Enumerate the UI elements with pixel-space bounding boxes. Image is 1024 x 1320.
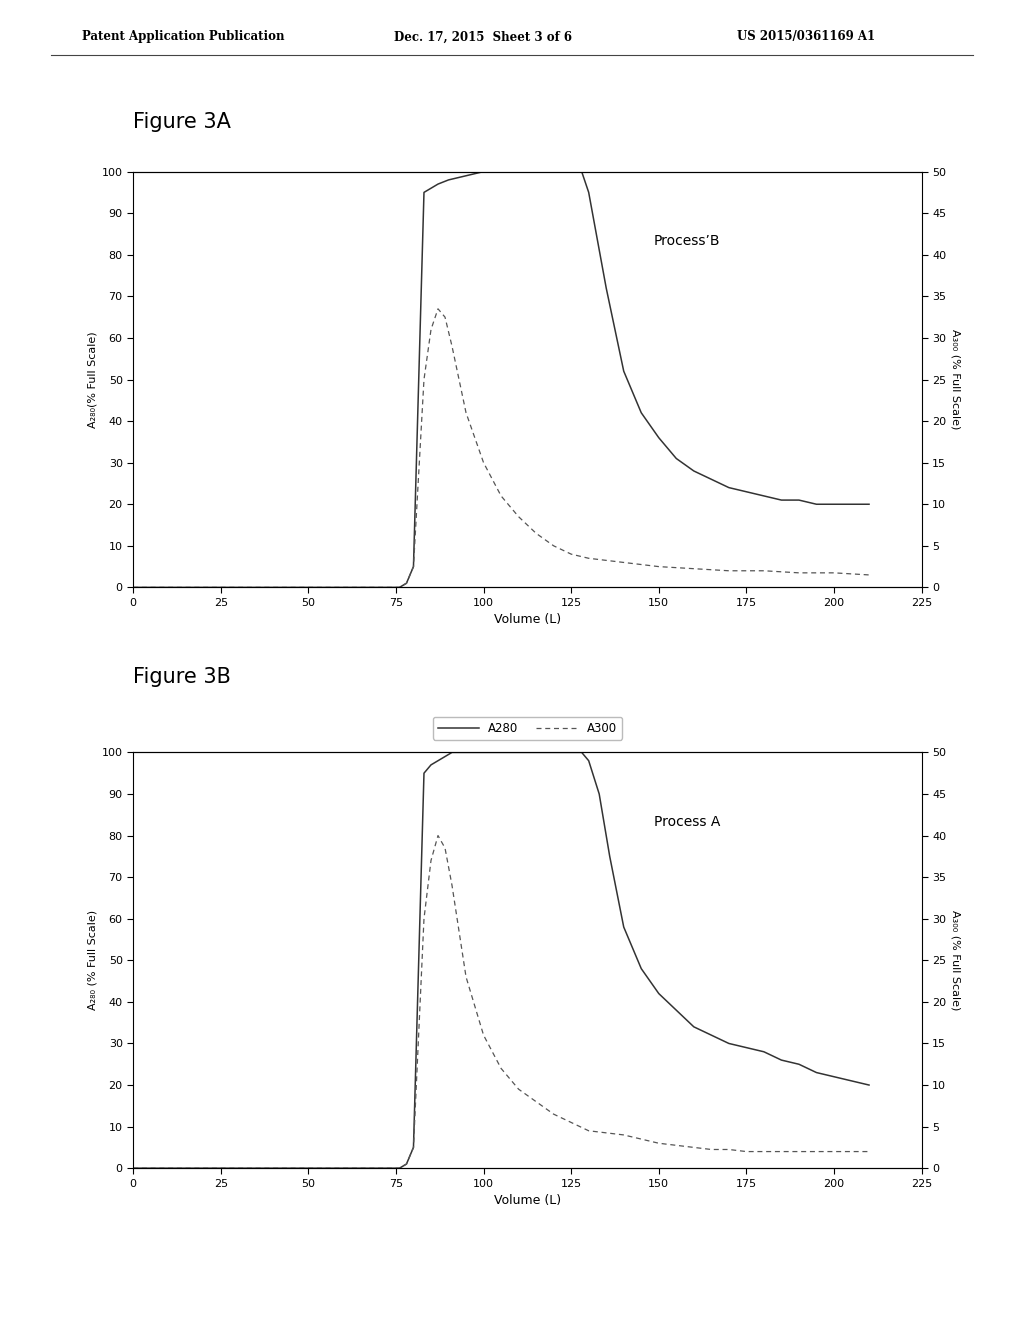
Y-axis label: A₃₀₀ (% Full Scale): A₃₀₀ (% Full Scale) — [950, 909, 961, 1011]
Text: Figure 3B: Figure 3B — [133, 667, 231, 686]
X-axis label: Volume (L): Volume (L) — [494, 1195, 561, 1208]
Text: Dec. 17, 2015  Sheet 3 of 6: Dec. 17, 2015 Sheet 3 of 6 — [394, 30, 572, 44]
Text: Patent Application Publication: Patent Application Publication — [82, 30, 285, 44]
X-axis label: Volume (L): Volume (L) — [494, 614, 561, 627]
Text: US 2015/0361169 A1: US 2015/0361169 A1 — [737, 30, 876, 44]
Text: ProcessʼB: ProcessʼB — [653, 234, 720, 248]
Y-axis label: A₂₈₀(% Full Scale): A₂₈₀(% Full Scale) — [87, 331, 97, 428]
Legend: A280, A300: A280, A300 — [433, 717, 622, 739]
Y-axis label: A₂₈₀ (% Full Scale): A₂₈₀ (% Full Scale) — [87, 911, 97, 1010]
Text: Process A: Process A — [653, 814, 720, 829]
Y-axis label: A₃₀₀ (% Full Scale): A₃₀₀ (% Full Scale) — [950, 329, 961, 430]
Text: Figure 3A: Figure 3A — [133, 112, 231, 132]
